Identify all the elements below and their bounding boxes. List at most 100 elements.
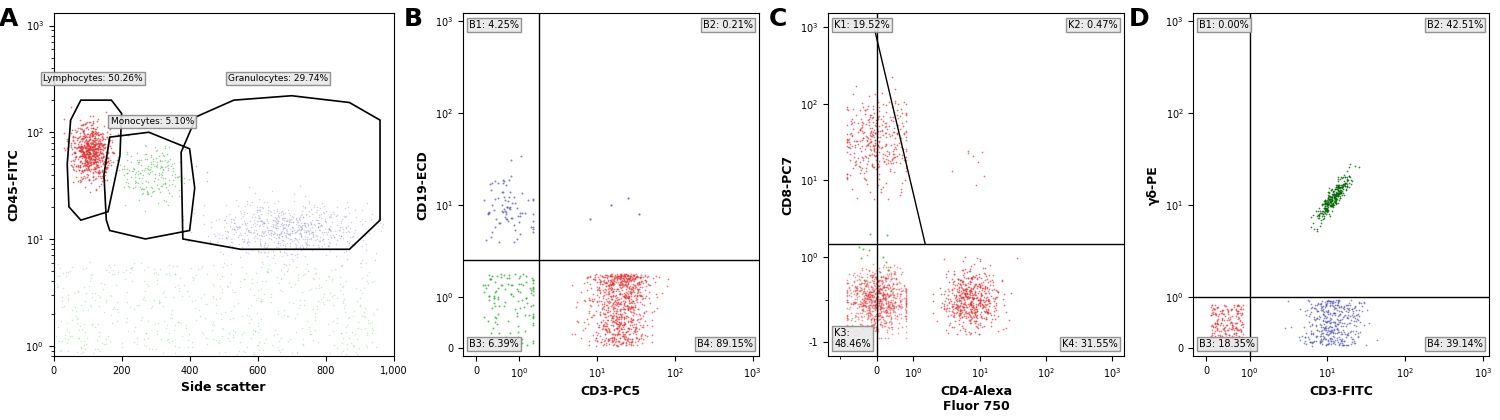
Point <box>159 163 183 169</box>
Point <box>124 341 148 347</box>
Point <box>46 283 70 289</box>
Point <box>96 150 120 156</box>
Point <box>75 142 99 148</box>
Point <box>44 310 68 317</box>
Point <box>626 338 650 344</box>
Point <box>566 319 590 326</box>
Point <box>82 146 106 153</box>
Point <box>498 157 522 163</box>
Point <box>891 151 915 158</box>
Point <box>870 277 894 284</box>
Point <box>244 235 268 242</box>
Point <box>946 292 970 299</box>
Point <box>352 285 376 291</box>
Point <box>288 244 312 251</box>
Point <box>945 297 969 304</box>
Point <box>591 323 615 329</box>
Point <box>1310 335 1334 342</box>
Point <box>1203 328 1227 335</box>
Point <box>1294 329 1318 336</box>
Point <box>582 311 606 318</box>
Point <box>96 142 120 148</box>
Point <box>358 320 382 327</box>
Point <box>1206 327 1230 334</box>
Point <box>964 281 988 287</box>
Point <box>314 228 338 235</box>
Point <box>1226 326 1250 333</box>
Point <box>1328 185 1352 192</box>
Point <box>74 134 98 140</box>
Point <box>608 320 631 326</box>
Point <box>606 299 630 306</box>
Point <box>270 208 294 215</box>
Point <box>862 282 886 289</box>
Point <box>888 134 912 141</box>
Point <box>604 313 628 320</box>
Point <box>134 207 158 214</box>
Point <box>310 237 334 244</box>
Point <box>1320 202 1344 209</box>
Point <box>316 273 340 279</box>
Point <box>620 318 644 325</box>
Point <box>954 294 978 301</box>
Point <box>60 145 84 152</box>
Point <box>352 233 376 240</box>
Point <box>1320 193 1344 199</box>
Point <box>231 235 255 242</box>
Point <box>870 128 894 135</box>
Point <box>364 249 388 256</box>
Point <box>958 287 982 294</box>
Point <box>968 302 992 308</box>
Point <box>276 231 300 238</box>
Point <box>75 160 99 167</box>
Point <box>608 278 631 285</box>
Point <box>342 313 366 320</box>
Point <box>603 335 627 341</box>
Point <box>81 131 105 138</box>
Point <box>267 343 291 350</box>
Point <box>279 224 303 231</box>
Point <box>850 307 874 313</box>
Point <box>1314 211 1338 218</box>
Point <box>507 337 531 344</box>
Point <box>509 289 532 296</box>
Point <box>645 304 669 311</box>
Point <box>620 289 644 296</box>
Point <box>1200 333 1224 339</box>
Point <box>1326 191 1350 197</box>
Point <box>80 270 104 277</box>
Point <box>856 103 880 110</box>
Point <box>960 274 984 281</box>
Point <box>591 317 615 323</box>
Point <box>604 335 628 342</box>
Point <box>874 148 898 155</box>
Point <box>622 328 646 335</box>
Point <box>1220 318 1244 325</box>
Point <box>608 275 631 282</box>
Point <box>254 240 278 247</box>
Point <box>964 255 988 261</box>
Text: A: A <box>0 7 18 31</box>
Point <box>84 155 108 162</box>
Point <box>316 226 340 232</box>
Point <box>849 280 873 287</box>
Point <box>1314 207 1338 214</box>
Point <box>509 213 532 220</box>
Point <box>602 274 625 281</box>
Point <box>112 171 136 178</box>
Point <box>873 262 897 268</box>
Point <box>1344 328 1368 335</box>
Point <box>232 276 256 282</box>
Point <box>1329 186 1353 193</box>
Point <box>1330 341 1354 348</box>
Point <box>285 271 309 278</box>
Point <box>620 290 644 297</box>
Point <box>630 324 654 331</box>
Point <box>138 168 162 175</box>
Point <box>1317 331 1341 337</box>
Point <box>1318 338 1342 345</box>
Point <box>351 216 375 223</box>
Point <box>220 225 245 232</box>
Point <box>606 270 630 277</box>
Point <box>1317 193 1341 199</box>
